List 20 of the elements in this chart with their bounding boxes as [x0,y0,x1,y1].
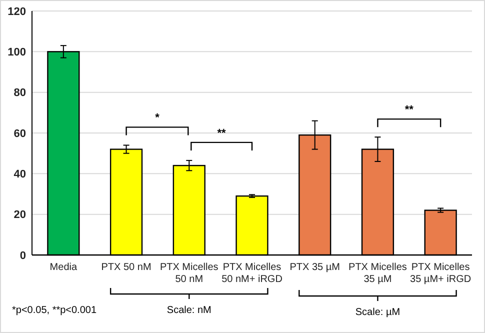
text: *p<0.05, **p<0.001 [12,305,97,316]
x-tick-label: PTX Micelles 50 nM [160,262,218,285]
y-tick-label: 60 [14,128,26,140]
x-tick-label: PTX Micelles 35 µM+ iRGD [410,262,472,285]
annotation: * [155,112,160,124]
y-tick-label: 0 [20,250,26,262]
y-tick-label: 80 [14,87,26,100]
x-tick-label: PTX Micelles 35 µM [348,262,407,285]
x-tick-label: PTX 35 µM [290,262,340,273]
y-tick-label: 100 [8,46,26,59]
y-tick-label: 40 [14,168,26,181]
text: Scale: µM [355,307,400,318]
x-tick-label: PTX Micelles 50 nM+ iRGD [222,262,282,285]
y-tick-label: 20 [14,209,26,222]
annotation: ** [404,104,414,116]
x-tick-label: PTX 50 nM [101,262,152,273]
x-tick-label: Media [50,262,78,273]
annotation: ** [217,127,227,140]
text: Scale: nM [166,305,212,316]
y-tick-label: 120 [8,6,26,18]
